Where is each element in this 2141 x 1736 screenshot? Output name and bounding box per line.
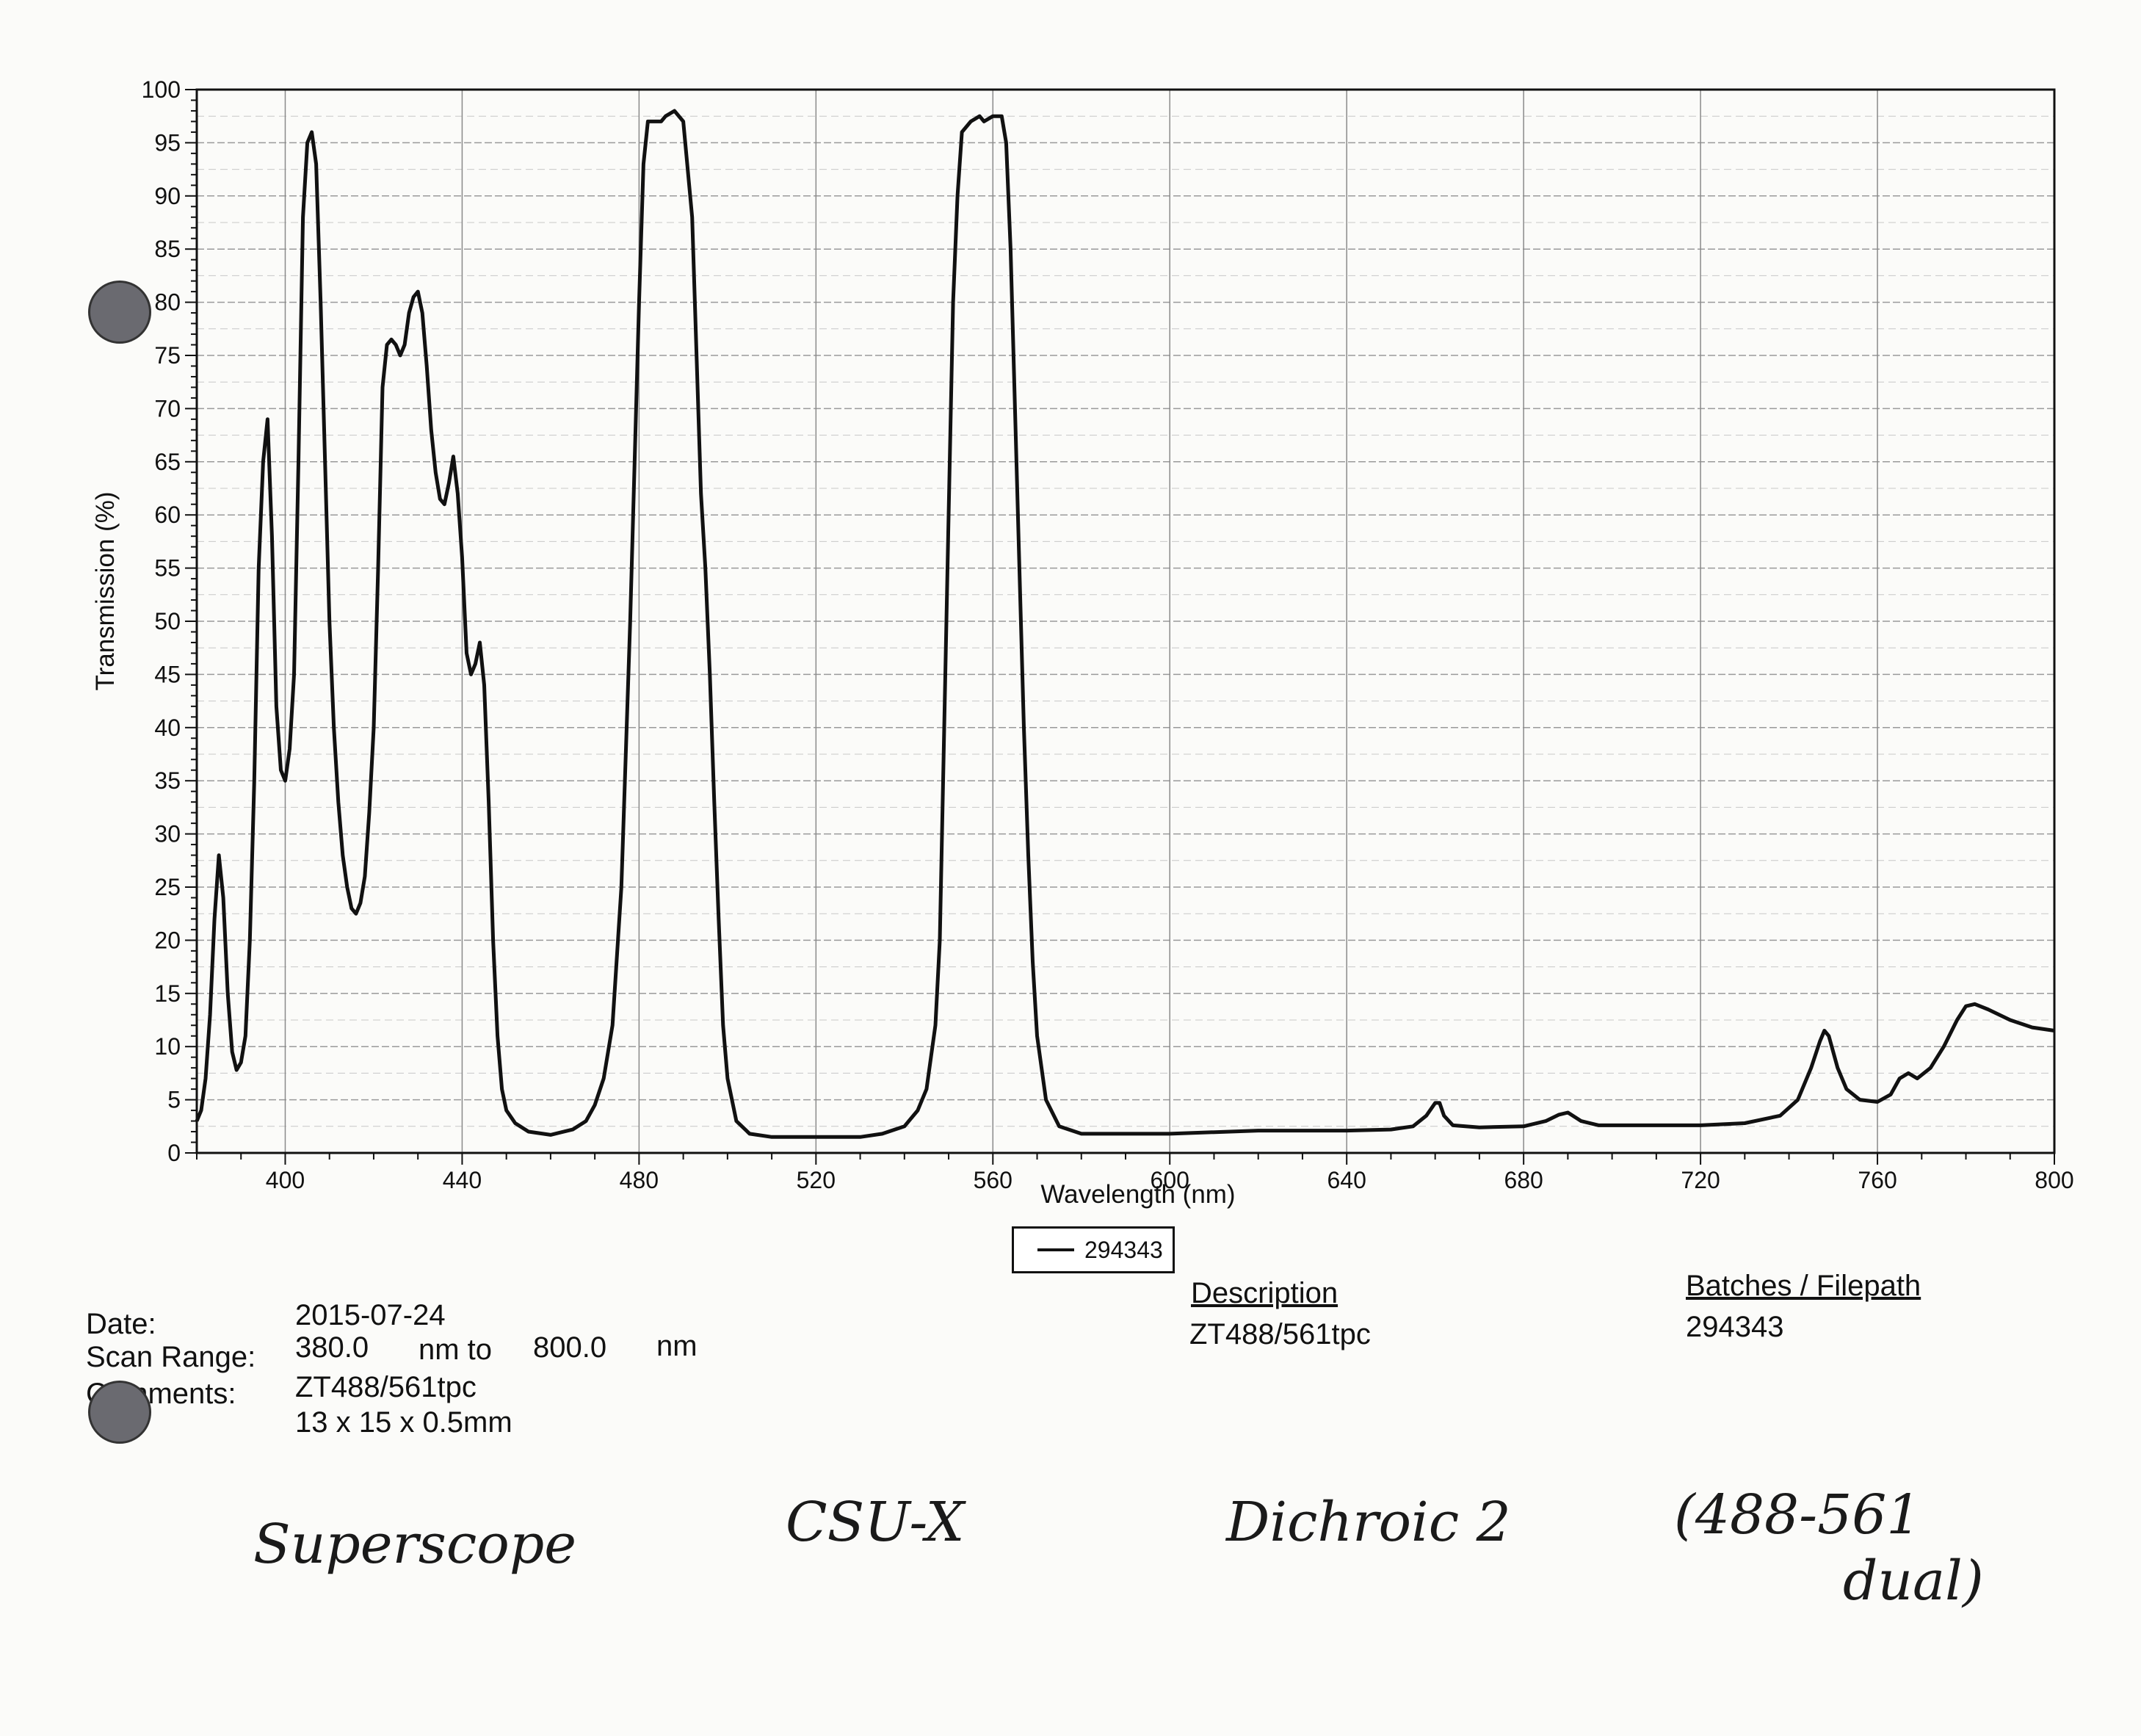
x-tick-label: 480 (620, 1167, 659, 1193)
y-tick-label: 15 (154, 980, 181, 1007)
y-tick-label: 50 (154, 608, 181, 634)
y-tick-label: 30 (154, 821, 181, 847)
y-tick-label: 90 (154, 183, 181, 209)
comments-line-1: ZT488/561tpc (295, 1371, 477, 1403)
x-tick-label: 560 (974, 1167, 1012, 1193)
y-tick-label: 100 (142, 76, 181, 103)
chart-legend: 294343 (1012, 1226, 1175, 1273)
scan-range-mid: nm to (419, 1334, 493, 1366)
batches-value: 294343 (1686, 1311, 1784, 1343)
y-tick-label: 65 (154, 449, 181, 475)
x-tick-labels: 400 440 480 520 560 600 640 680 720 760 800 (266, 1167, 2074, 1193)
y-tick-label: 35 (154, 767, 181, 794)
y-tick-label: 60 (154, 502, 181, 528)
y-tick-label: 10 (154, 1033, 181, 1060)
y-axis-title: Transmission (%) (91, 492, 120, 691)
plot-frame (195, 88, 2056, 1154)
y-tick-label: 20 (154, 927, 181, 953)
x-tick-label: 800 (2035, 1167, 2073, 1193)
punch-hole-bottom (88, 1381, 151, 1444)
y-tick-label: 25 (154, 874, 181, 900)
x-tick-label: 680 (1504, 1167, 1543, 1193)
y-tick-label: 0 (167, 1140, 181, 1166)
date-value: 2015-07-24 (295, 1299, 446, 1331)
y-tick-label: 55 (154, 555, 181, 582)
scan-range-label: Scan Range: (86, 1341, 256, 1373)
y-tick-label: 75 (154, 342, 181, 369)
scan-range-from: 380.0 (295, 1331, 369, 1364)
x-tick-label: 760 (1858, 1167, 1897, 1193)
y-tick-label: 95 (154, 129, 181, 156)
description-header: Description (1191, 1277, 1338, 1309)
comments-line-2: 13 x 15 x 0.5mm (295, 1406, 512, 1439)
scan-range-unit: nm (656, 1330, 698, 1362)
y-tick-label: 70 (154, 395, 181, 422)
punch-hole-top (88, 281, 151, 344)
y-tick-label: 5 (167, 1087, 181, 1113)
y-tick-label: 85 (154, 236, 181, 262)
x-axis-title: Wavelength (nm) (1040, 1180, 1235, 1209)
x-tick-label: 640 (1327, 1167, 1366, 1193)
handwritten-dual: dual) (1843, 1549, 1984, 1613)
x-tick-label: 400 (266, 1167, 305, 1193)
handwritten-csu: CSU-X (786, 1491, 965, 1554)
x-tick-label: 720 (1681, 1167, 1720, 1193)
x-tick-label: 600 (1151, 1167, 1189, 1193)
x-tick-label: 440 (443, 1167, 482, 1193)
batches-header: Batches / Filepath (1686, 1270, 1921, 1302)
x-tick-label: 520 (797, 1167, 836, 1193)
legend-line-swatch (1037, 1248, 1074, 1251)
y-tick-label: 40 (154, 715, 181, 741)
y-tick-label: 45 (154, 661, 181, 687)
y-tick-labels: 0 5 10 15 20 25 30 35 40 45 50 55 60 65 70 75 80 85 90 95 10… (142, 76, 181, 1166)
y-tick-label: 80 (154, 289, 181, 316)
scan-range-to: 800.0 (533, 1331, 607, 1364)
legend-entry-label: 294343 (1084, 1236, 1163, 1263)
chart-grid (197, 89, 2055, 1154)
series-line-294343 (195, 109, 2055, 1139)
date-label: Date: (86, 1308, 156, 1340)
handwritten-range: (488-561 (1674, 1483, 1921, 1547)
handwritten-superscope: Superscope (253, 1513, 577, 1576)
description-value: ZT488/561tpc (1189, 1318, 1371, 1350)
transmission-chart: 400 440 480 520 560 600 640 680 720 760 800 0 5 10 15… (91, 76, 2074, 1209)
handwritten-dichroic: Dichroic 2 (1226, 1491, 1511, 1554)
